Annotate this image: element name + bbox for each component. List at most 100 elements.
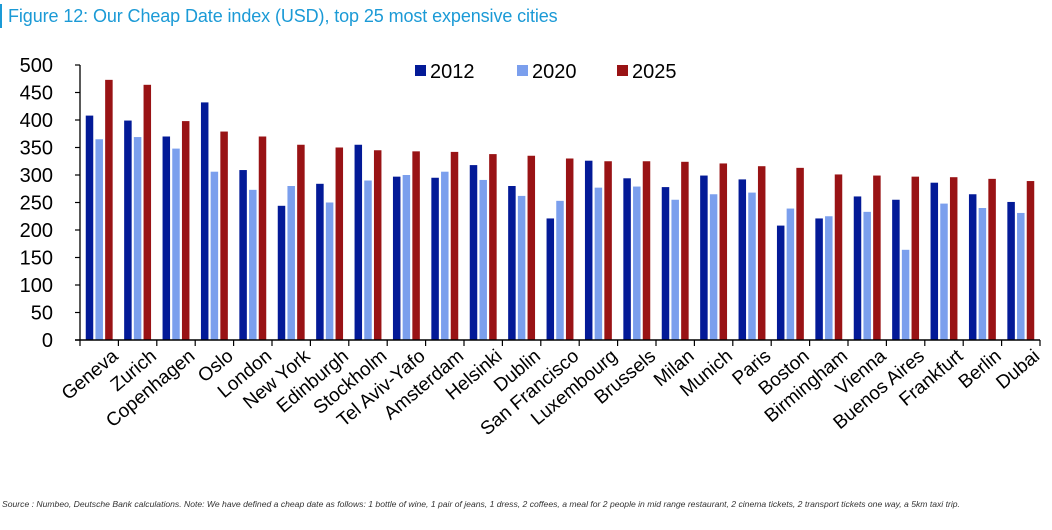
bar-2020-copenhagen: [172, 148, 180, 340]
bar-2012-zurich: [124, 120, 132, 340]
bar-2020-luxembourg: [594, 187, 603, 340]
figure-title: Figure 12: Our Cheap Date index (USD), t…: [8, 6, 558, 26]
figure-title-bar: Figure 12: Our Cheap Date index (USD), t…: [0, 4, 558, 28]
legend-label-2020: 2020: [532, 61, 577, 83]
bar-2020-munich: [709, 194, 718, 340]
bar-2025-boston: [796, 167, 804, 340]
bar-2025-dubai: [1026, 181, 1035, 340]
bar-2025-buenos-aires: [911, 176, 920, 340]
bar-2020-geneva: [95, 139, 103, 340]
bar-2025-copenhagen: [181, 121, 190, 340]
bar-2012-munich: [700, 175, 708, 340]
bar-2020-oslo: [210, 171, 219, 340]
bar-2020-frankfurt: [940, 203, 948, 340]
bar-2012-boston: [776, 225, 785, 340]
y-tick-label: 400: [20, 110, 53, 132]
source-footnote: Source : Numbeo, Deutsche Bank calculati…: [2, 499, 960, 509]
x-tick-label: Dubai: [992, 346, 1044, 394]
bar-2025-oslo: [220, 131, 228, 340]
bar-2020-brussels: [633, 186, 641, 340]
bar-2012-milan: [661, 187, 670, 340]
y-tick-label: 300: [20, 165, 53, 187]
bar-2012-berlin: [968, 194, 977, 340]
y-tick-label: 350: [20, 138, 53, 160]
y-tick-label: 450: [20, 83, 53, 105]
y-tick-label: 150: [20, 248, 53, 270]
bar-2012-buenos-aires: [892, 199, 900, 340]
bar-2012-dubai: [1007, 201, 1015, 340]
bar-2025-new-york: [297, 144, 305, 340]
bar-2020-zurich: [133, 137, 142, 340]
bar-2012-edinburgh: [316, 183, 324, 340]
bar-2020-paris: [748, 192, 756, 340]
bar-2012-stockholm: [354, 144, 363, 340]
bar-2025-amsterdam: [450, 151, 459, 340]
bar-2012-london: [239, 170, 247, 340]
bar-2020-milan: [671, 199, 679, 340]
bar-2020-dublin: [517, 195, 526, 340]
bar-2020-san-francisco: [556, 200, 564, 340]
bar-2025-helsinki: [489, 154, 497, 340]
bar-2025-london: [258, 136, 267, 340]
x-tick-label: Berlin: [955, 346, 1006, 393]
bar-2012-tel-aviv-yafo: [392, 176, 401, 340]
bar-2025-stockholm: [373, 150, 382, 340]
bar-2025-munich: [719, 163, 728, 340]
bar-2025-luxembourg: [604, 161, 612, 340]
bar-2012-frankfurt: [930, 182, 939, 340]
bar-2020-berlin: [978, 208, 987, 340]
bar-2020-london: [249, 189, 257, 340]
bar-2020-dubai: [1017, 212, 1025, 340]
bar-2025-birmingham: [834, 174, 843, 340]
bar-2012-vienna: [853, 196, 862, 340]
bar-2020-vienna: [863, 211, 871, 340]
bar-2025-dublin: [527, 155, 536, 340]
y-tick-label: 500: [20, 55, 53, 77]
bar-2025-vienna: [873, 175, 881, 340]
bar-2025-edinburgh: [335, 147, 344, 340]
bar-2025-san-francisco: [565, 158, 574, 340]
bar-2025-zurich: [143, 84, 152, 340]
bar-2020-edinburgh: [325, 202, 334, 340]
bar-2012-brussels: [623, 178, 631, 340]
bar-2012-birmingham: [815, 218, 823, 340]
bar-2012-san-francisco: [546, 218, 555, 340]
bar-2012-amsterdam: [431, 177, 439, 340]
bar-2020-stockholm: [364, 180, 372, 340]
bar-2012-copenhagen: [162, 136, 171, 340]
bar-2025-brussels: [642, 161, 651, 340]
y-axis: 0 50 100 150 200 250 300 350 400 450 500: [20, 55, 81, 352]
bar-2025-tel-aviv-yafo: [412, 151, 420, 340]
bars: [85, 79, 1035, 341]
y-tick-label: 50: [31, 303, 53, 325]
y-tick-label: 0: [42, 330, 53, 352]
bar-2025-geneva: [105, 79, 113, 340]
bar-2020-tel-aviv-yafo: [402, 175, 411, 340]
bar-2020-helsinki: [479, 179, 487, 340]
legend-label-2012: 2012: [430, 61, 475, 83]
bar-2012-dublin: [508, 186, 516, 340]
legend: 2012 2020 2025: [415, 61, 677, 83]
bar-2020-amsterdam: [441, 171, 449, 340]
bar-2012-luxembourg: [584, 160, 593, 340]
bar-2020-boston: [786, 208, 795, 340]
bar-2025-paris: [757, 166, 766, 340]
y-tick-label: 200: [20, 220, 53, 242]
bar-2020-new-york: [287, 186, 295, 340]
bar-2012-new-york: [277, 205, 286, 340]
bar-2025-berlin: [988, 178, 996, 340]
bar-2020-buenos-aires: [901, 249, 910, 340]
bar-2020-birmingham: [825, 216, 833, 340]
bar-2025-milan: [681, 161, 689, 340]
bar-2025-frankfurt: [949, 177, 958, 340]
y-tick-label: 100: [20, 275, 53, 297]
legend-swatch-2020: [517, 65, 528, 76]
bar-chart: 0 50 100 150 200 250 300 350 400 450 500 GenevaZur…: [20, 55, 1044, 440]
legend-label-2025: 2025: [632, 61, 677, 83]
legend-swatch-2012: [415, 65, 426, 76]
legend-swatch-2025: [617, 65, 628, 76]
bar-2012-helsinki: [469, 165, 478, 340]
bar-2012-geneva: [85, 115, 94, 340]
y-tick-label: 250: [20, 193, 53, 215]
